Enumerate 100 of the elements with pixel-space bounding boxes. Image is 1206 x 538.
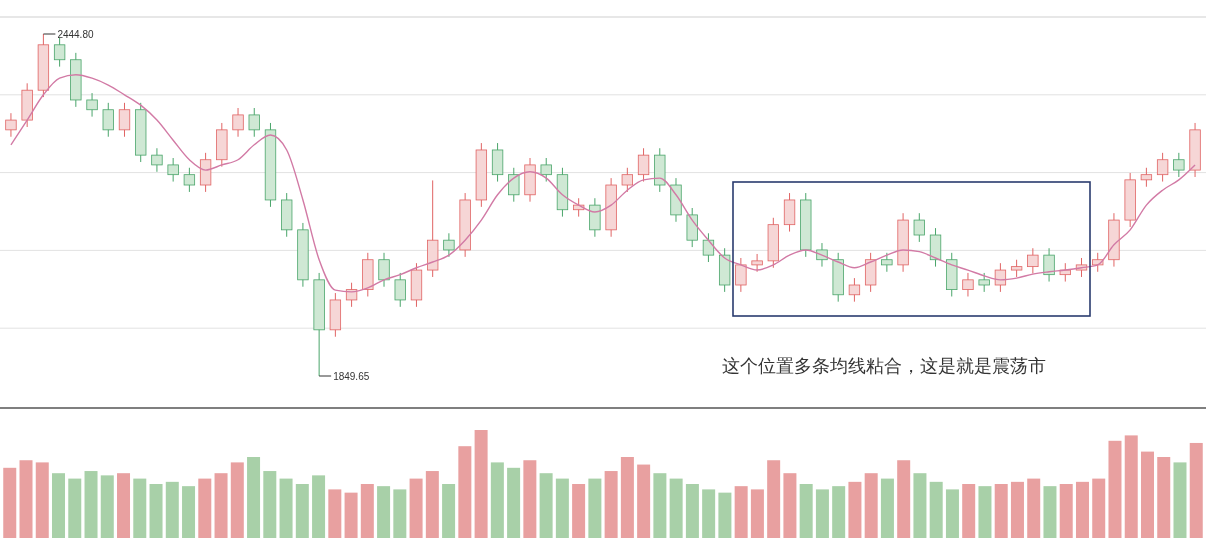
bar [637,464,651,538]
candlestick [751,253,763,273]
bar [913,473,927,538]
bar [490,462,504,538]
candlestick [702,232,715,263]
bar [653,473,667,538]
candlestick [978,272,990,293]
bar [604,471,618,538]
bar [182,486,196,538]
bar [100,475,114,538]
bar [312,475,326,538]
bar [1124,435,1138,538]
candlestick [394,272,406,308]
candlestick [1156,152,1169,183]
bar [68,478,82,538]
bar [620,457,634,538]
bar [1108,440,1122,538]
bar [117,473,131,538]
bar [279,478,293,538]
bar [377,486,391,538]
bar [1059,484,1073,538]
candlestick [86,92,98,118]
bar [588,478,602,538]
bar [897,460,911,538]
candlestick [735,257,747,293]
bar [3,467,17,538]
bar [263,471,277,538]
bar [360,484,374,538]
bar [214,473,228,538]
candlestick [962,272,974,297]
candlestick [53,37,66,68]
candlestick [848,277,861,303]
candlestick [5,112,17,138]
bar [832,486,846,538]
bar [929,481,943,538]
bar [815,489,829,538]
candlestick [994,262,1007,293]
bar [539,473,553,538]
candlestick [248,107,260,138]
bar [702,489,716,538]
bar [978,486,992,538]
bar [945,489,959,538]
bar [718,492,732,538]
bar [458,446,472,538]
bar [133,478,147,538]
bar [1010,481,1024,538]
bar [1092,478,1106,538]
bar [750,489,764,538]
bar [84,471,98,538]
bar [523,460,537,538]
bar [344,492,358,538]
bar [962,484,976,538]
candlestick [637,147,650,183]
bar [880,478,894,538]
bar [555,478,569,538]
bar [767,460,781,538]
bar [295,484,309,538]
bar [328,489,342,538]
bar [52,473,66,538]
candlestick [881,252,893,273]
candlestick [378,252,390,288]
candlestick [443,232,455,258]
bar [474,430,488,538]
bar [507,467,521,538]
bar [1157,457,1171,538]
bar [165,481,179,538]
bar [230,462,244,538]
candlestick [1140,167,1153,188]
bar [425,471,439,538]
candlestick [183,167,196,193]
annotation: 2444.80 [57,29,94,40]
bar [247,457,261,538]
bar [1173,462,1187,538]
bar [864,473,878,538]
candlestick [913,212,925,243]
bar [198,478,212,538]
bar [1189,442,1203,538]
candlestick [621,167,633,193]
bar [409,478,423,538]
bar [685,484,699,538]
bar [669,478,683,538]
bar [1043,486,1057,538]
bar [799,484,813,538]
candlestick [1173,152,1185,178]
candlestick [1027,247,1039,275]
bar [572,484,586,538]
bar [35,462,49,538]
candlestick [1059,262,1071,283]
bar [1075,481,1089,538]
candlestick [118,102,131,138]
bar [783,473,797,538]
bar [848,481,862,538]
bar [393,489,407,538]
candlestick [232,107,244,138]
bar [149,484,163,538]
bar [1140,451,1154,538]
annotation: 这个位置多条均线粘合，这是就是震荡市 [722,355,1046,376]
annotation: 1849.65 [333,371,370,382]
bar [994,484,1008,538]
candlestick [508,167,520,203]
